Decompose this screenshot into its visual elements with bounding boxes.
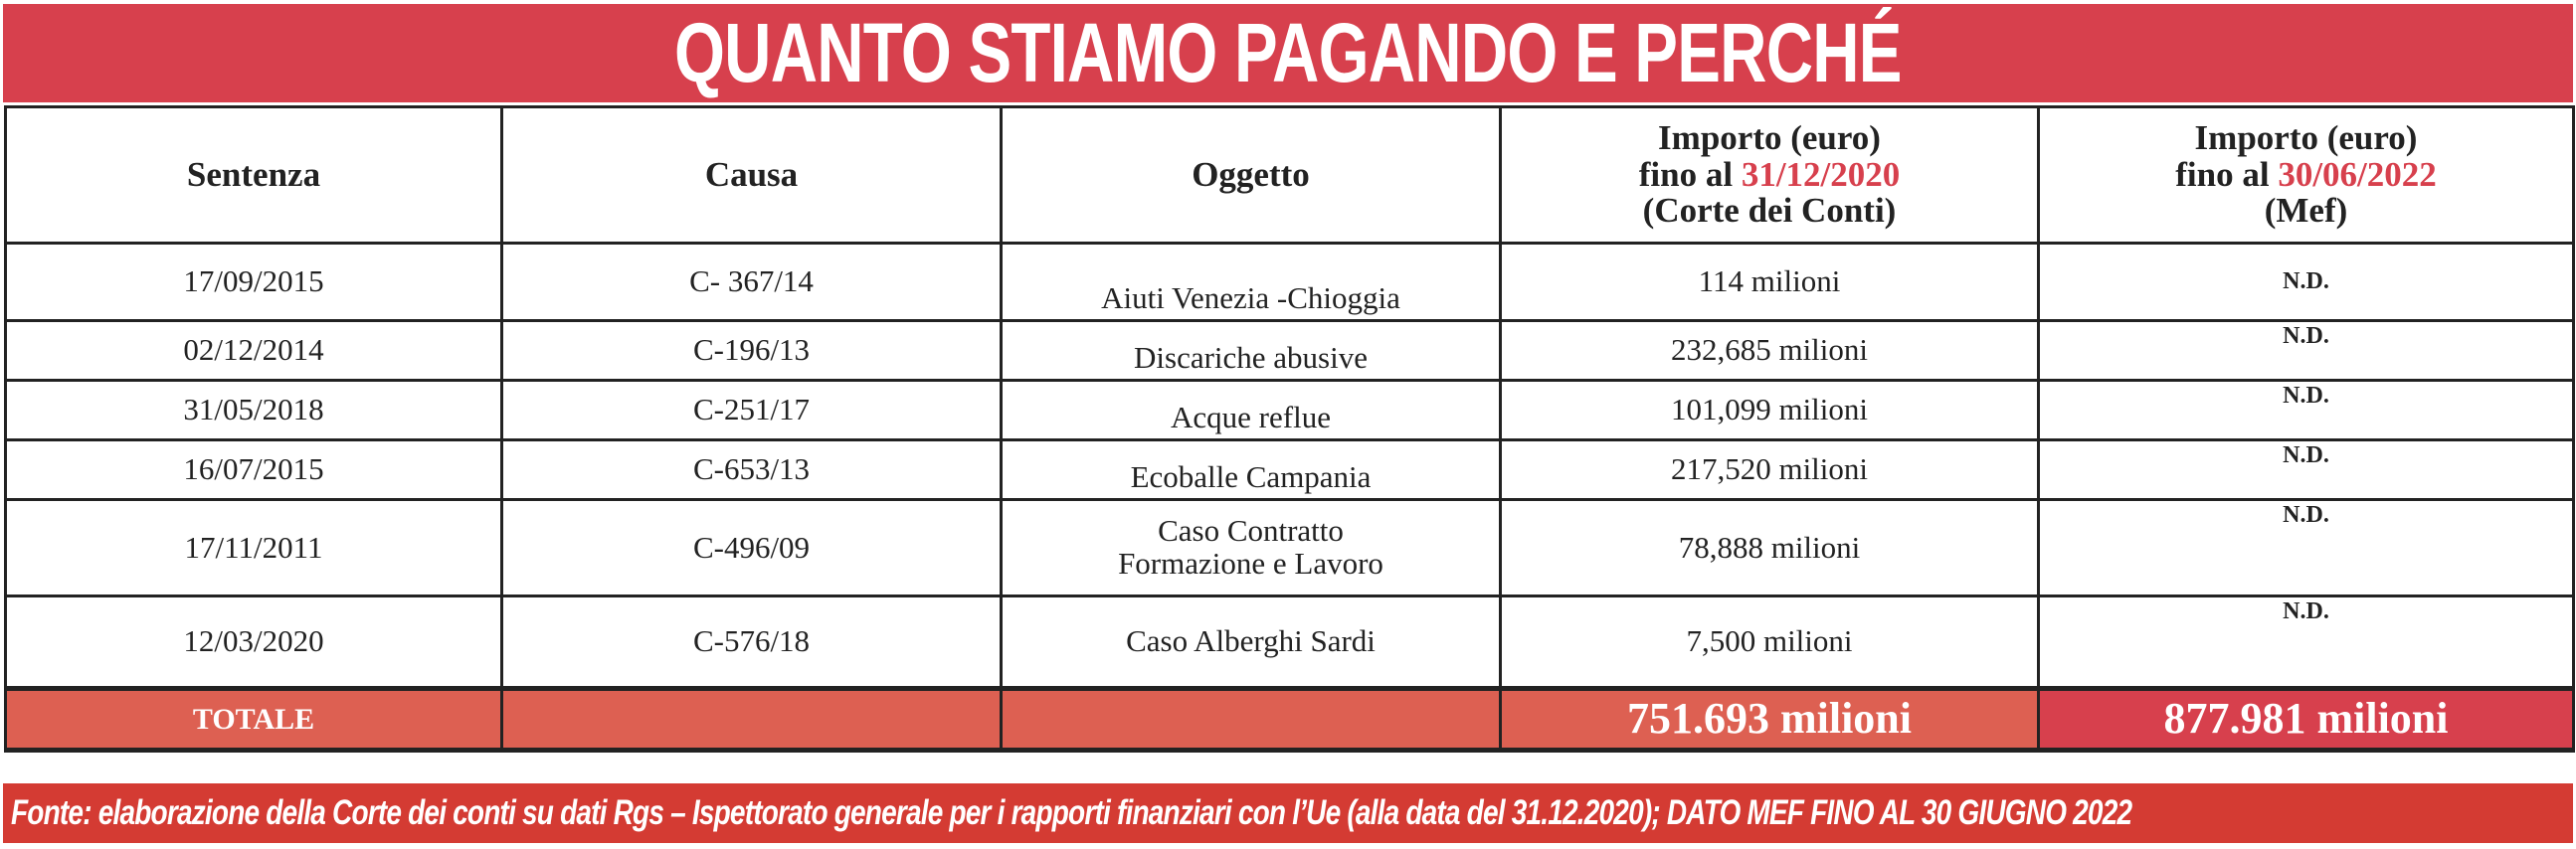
header-importo-mef: Importo (euro) fino al 30/06/2022 (Mef) bbox=[2037, 105, 2575, 245]
cell-oggetto: Acque reflue bbox=[1000, 379, 1502, 441]
cell-importo-cdc: 7,500 milioni bbox=[1499, 594, 2040, 690]
cell-importo-mef: N.D. bbox=[2037, 319, 2575, 382]
cell-oggetto: Discariche abusive bbox=[1000, 319, 1502, 382]
header-oggetto: Oggetto bbox=[1000, 105, 1502, 245]
page-title: QUANTO STIAMO PAGANDO E PERCHÉ bbox=[674, 6, 1902, 99]
cell-importo-mef: N.D. bbox=[2037, 498, 2575, 597]
cell-causa: C-576/18 bbox=[500, 594, 1003, 690]
cell-causa: C-653/13 bbox=[500, 438, 1003, 501]
header-date: 30/06/2022 bbox=[2278, 154, 2437, 194]
cell-importo-cdc: 232,685 milioni bbox=[1499, 319, 2040, 382]
table-row: 17/09/2015 C- 367/14 Aiuti Venezia -Chio… bbox=[4, 242, 2575, 322]
total-importo-cdc: 751.693 milioni bbox=[1499, 686, 2040, 753]
total-label: TOTALE bbox=[4, 686, 503, 753]
header-causa: Causa bbox=[500, 105, 1003, 245]
total-empty-cell bbox=[500, 686, 1003, 753]
header-line: Importo (euro) bbox=[2194, 117, 2418, 157]
payments-table: Sentenza Causa Oggetto Importo (euro) fin… bbox=[4, 105, 2575, 753]
cell-importo-mef: N.D. bbox=[2037, 379, 2575, 441]
cell-sentenza: 12/03/2020 bbox=[4, 594, 503, 690]
cell-oggetto: Ecoballe Campania bbox=[1000, 438, 1502, 501]
table-row: 12/03/2020 C-576/18 Caso Alberghi Sardi … bbox=[4, 594, 2575, 690]
header-sentenza: Sentenza bbox=[4, 105, 503, 245]
total-row: TOTALE 751.693 milioni 877.981 milioni bbox=[4, 686, 2575, 753]
header-line: (Mef) bbox=[2264, 191, 2348, 231]
header-importo-cdc: Importo (euro) fino al 31/12/2020 (Corte d… bbox=[1499, 105, 2040, 245]
cell-sentenza: 17/11/2011 bbox=[4, 498, 503, 597]
cell-oggetto: Caso Alberghi Sardi bbox=[1000, 594, 1502, 690]
source-footer: Fonte: elaborazione della Corte dei cont… bbox=[3, 783, 2573, 843]
table-row: 31/05/2018 C-251/17 Acque reflue 101,099… bbox=[4, 379, 2575, 441]
table-row: 17/11/2011 C-496/09 Caso Contratto Formaz… bbox=[4, 498, 2575, 597]
table-row: 02/12/2014 C-196/13 Discariche abusive 2… bbox=[4, 319, 2575, 382]
cell-sentenza: 16/07/2015 bbox=[4, 438, 503, 501]
cell-causa: C- 367/14 bbox=[500, 242, 1003, 322]
header-line: fino al bbox=[2175, 154, 2279, 194]
cell-sentenza: 02/12/2014 bbox=[4, 319, 503, 382]
cell-importo-cdc: 114 milioni bbox=[1499, 242, 2040, 322]
cell-causa: C-496/09 bbox=[500, 498, 1003, 597]
cell-importo-mef: N.D. bbox=[2037, 594, 2575, 690]
cell-causa: C-251/17 bbox=[500, 379, 1003, 441]
oggetto-line: Caso Contratto bbox=[1158, 513, 1344, 549]
total-importo-mef: 877.981 milioni bbox=[2037, 686, 2575, 753]
cell-importo-mef: N.D. bbox=[2037, 438, 2575, 501]
cell-oggetto: Caso Contratto Formazione e Lavoro bbox=[1000, 498, 1502, 597]
total-empty-cell bbox=[1000, 686, 1502, 753]
header-date: 31/12/2020 bbox=[1741, 154, 1901, 194]
table-row: 16/07/2015 C-653/13 Ecoballe Campania 21… bbox=[4, 438, 2575, 501]
header-row: Sentenza Causa Oggetto Importo (euro) fin… bbox=[4, 105, 2575, 245]
source-note: Fonte: elaborazione della Corte dei cont… bbox=[11, 793, 2132, 832]
header-line: (Corte dei Conti) bbox=[1642, 191, 1897, 231]
cell-sentenza: 31/05/2018 bbox=[4, 379, 503, 441]
title-banner: QUANTO STIAMO PAGANDO E PERCHÉ bbox=[3, 4, 2573, 102]
header-line: fino al bbox=[1638, 154, 1742, 194]
cell-sentenza: 17/09/2015 bbox=[4, 242, 503, 322]
cell-importo-cdc: 217,520 milioni bbox=[1499, 438, 2040, 501]
cell-importo-cdc: 78,888 milioni bbox=[1499, 498, 2040, 597]
cell-importo-mef: N.D. bbox=[2037, 242, 2575, 322]
cell-oggetto: Aiuti Venezia -Chioggia bbox=[1000, 242, 1502, 322]
oggetto-line: Formazione e Lavoro bbox=[1118, 546, 1383, 581]
cell-causa: C-196/13 bbox=[500, 319, 1003, 382]
cell-importo-cdc: 101,099 milioni bbox=[1499, 379, 2040, 441]
header-line: Importo (euro) bbox=[1658, 117, 1881, 157]
